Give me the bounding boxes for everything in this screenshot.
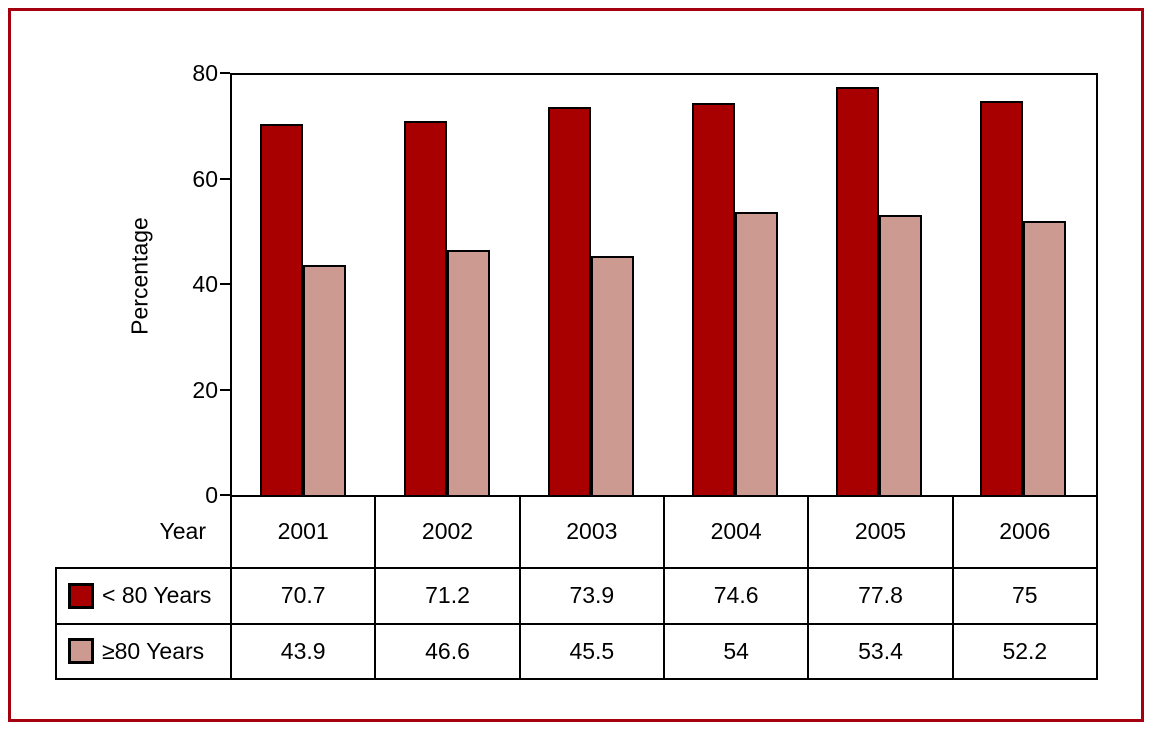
bar-2001-over80 xyxy=(302,264,346,495)
y-tick-mark-60 xyxy=(220,177,230,180)
y-tick-mark-40 xyxy=(220,283,230,285)
value-cell-2002-row1: 71.2 xyxy=(376,569,521,625)
value-cell-2005-row2: 53.4 xyxy=(809,624,954,680)
y-tick-label-80: 80 xyxy=(192,60,218,86)
figure-frame: Percentage 0 20 40 60 80 Year 2001 2002 2003 20… xyxy=(8,8,1144,722)
bar-2002-under80 xyxy=(404,121,447,495)
bar-2003-under80 xyxy=(548,107,591,495)
year-cell-2004: 2004 xyxy=(665,495,810,567)
bar-2006-over80 xyxy=(1022,220,1066,495)
value-cell-2003-row1: 73.9 xyxy=(520,569,665,625)
bar-group-2006 xyxy=(952,75,1096,495)
bar-group-2002 xyxy=(376,75,520,495)
bar-group-2005 xyxy=(808,75,952,495)
plot-area xyxy=(230,73,1098,497)
bar-group-2001 xyxy=(232,75,376,495)
series-name-row1: < 80 Years xyxy=(102,582,212,609)
bar-2006-under80 xyxy=(980,101,1023,495)
series-swatch-row1 xyxy=(68,582,94,609)
value-cell-2001-row1: 70.7 xyxy=(232,569,377,625)
year-cell-2005: 2005 xyxy=(809,495,954,567)
y-tick-mark-0 xyxy=(220,494,230,496)
value-cell-2003-row2: 45.5 xyxy=(520,624,665,680)
bar-2005-under80 xyxy=(836,86,879,495)
y-tick-label-20: 20 xyxy=(192,376,218,403)
bar-2005-over80 xyxy=(878,214,922,495)
value-cell-2004-row2: 54 xyxy=(664,624,810,680)
value-cell-2004-row1: 74.6 xyxy=(664,569,810,625)
series-name-row2: ≥80 Years xyxy=(102,637,205,664)
y-tick-mark-20 xyxy=(220,388,230,391)
bar-2004-under80 xyxy=(692,103,735,495)
year-cell-2003: 2003 xyxy=(521,495,665,567)
y-tick-label-40: 40 xyxy=(192,271,218,297)
legend-table: < 80 Years 70.7 71.2 73.9 74.6 77.8 75 ≥80 Year… xyxy=(55,567,1098,680)
value-cell-2005-row1: 77.8 xyxy=(809,569,954,625)
bar-group-2003 xyxy=(520,75,664,495)
value-cell-2002-row2: 46.6 xyxy=(376,624,521,680)
y-axis-label: Percentage xyxy=(126,217,153,335)
x-axis-label: Year xyxy=(159,517,206,544)
value-cell-2001-row2: 43.9 xyxy=(232,624,377,680)
bar-group-2004 xyxy=(664,75,808,495)
series-swatch-row2 xyxy=(68,638,94,665)
bar-2004-over80 xyxy=(734,211,778,495)
value-cell-2006-row2: 52.2 xyxy=(953,624,1098,680)
year-cell-2006: 2006 xyxy=(954,495,1098,567)
bar-2001-under80 xyxy=(260,123,303,495)
legend-label-row1: < 80 Years xyxy=(57,569,232,625)
y-tick-label-60: 60 xyxy=(192,165,218,192)
year-cell-2002: 2002 xyxy=(376,495,521,567)
bar-2002-over80 xyxy=(446,250,490,495)
legend-label-row2: ≥80 Years xyxy=(57,624,232,680)
y-tick-mark-80 xyxy=(220,72,230,74)
value-cell-2006-row1: 75 xyxy=(953,569,1098,625)
bar-2003-over80 xyxy=(590,256,634,495)
year-cell-2001: 2001 xyxy=(232,495,377,567)
year-row: 2001 2002 2003 2004 2005 2006 xyxy=(230,495,1098,567)
y-tick-label-0: 0 xyxy=(205,482,218,508)
